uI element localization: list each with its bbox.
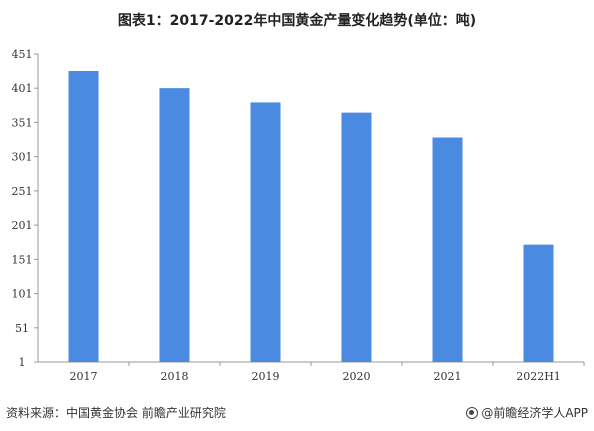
y-tick-label: 451 [12, 48, 33, 61]
y-tick-label: 351 [12, 116, 33, 129]
x-tick-label: 2020 [343, 370, 371, 383]
x-axis: 2017 2018 2019 2020 2021 2022H1 [38, 361, 585, 383]
y-tick-label: 301 [12, 151, 33, 164]
brand-credit: @前瞻经济学人APP [466, 404, 588, 421]
bar-2020 [341, 112, 372, 362]
y-tick-label: 101 [12, 288, 33, 301]
brand-label: @前瞻经济学人APP [481, 406, 588, 420]
bar-2022H1 [523, 244, 554, 362]
y-tick-label: 51 [15, 322, 29, 335]
x-tick-label: 2022H1 [516, 370, 561, 383]
x-tick-label: 2021 [434, 370, 462, 383]
y-tick-label: 251 [12, 185, 33, 198]
bars [68, 71, 554, 363]
bar-2019 [250, 102, 281, 362]
x-tick-label: 2019 [252, 370, 280, 383]
footer: 资料来源：中国黄金协会 前瞻产业研究院 @前瞻经济学人APP [0, 404, 594, 426]
bar-2017 [68, 71, 99, 362]
bar-2018 [159, 88, 190, 363]
y-tick-label: 151 [12, 253, 33, 266]
bar-2021 [432, 137, 463, 362]
qianzhan-logo-icon [466, 406, 479, 419]
chart-title: 图表1：2017-2022年中国黄金产量变化趋势(单位：吨) [117, 13, 477, 29]
source-note: 资料来源：中国黄金协会 前瞻产业研究院 [6, 406, 226, 420]
y-tick-label: 1 [19, 356, 26, 369]
y-tick-label: 201 [12, 219, 33, 232]
y-tick-label: 401 [12, 82, 33, 95]
x-tick-label: 2017 [70, 370, 98, 383]
x-tick-label: 2018 [161, 370, 189, 383]
